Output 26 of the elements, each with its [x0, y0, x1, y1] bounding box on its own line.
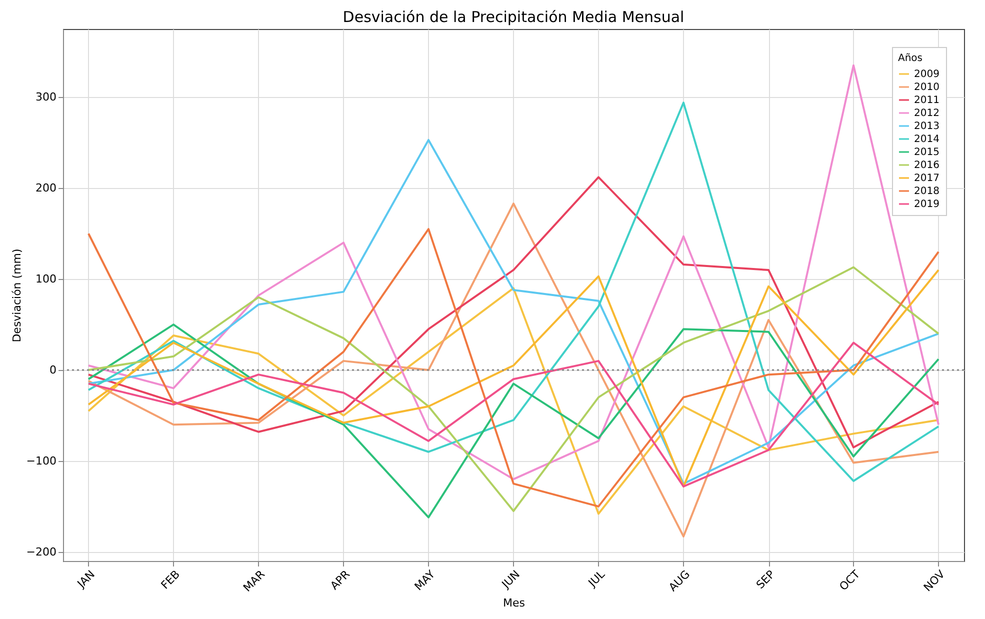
y-tick-label: −100: [26, 454, 56, 468]
line-series: [88, 342, 940, 488]
line-series: [88, 324, 940, 518]
legend-label: 2018: [914, 186, 940, 197]
chart-title: Desviación de la Precipitación Media Mensual: [342, 8, 684, 26]
legend-label: 2009: [914, 69, 940, 80]
y-tick-label: 200: [36, 182, 56, 195]
legend-label: 2013: [914, 121, 940, 132]
legend-label: 2012: [914, 108, 940, 119]
x-axis-title: Mes: [503, 596, 526, 610]
x-tick-label: SEP: [754, 568, 778, 592]
x-tick-label: JUL: [585, 567, 608, 590]
y-axis-title: Desviación (mm): [10, 248, 24, 342]
y-tick-label: 100: [36, 272, 56, 286]
legend-label: 2016: [914, 160, 940, 171]
legend-label: 2015: [914, 147, 940, 158]
legend-label: 2017: [914, 173, 940, 184]
y-tick-label: 0: [50, 364, 56, 377]
y-tick-label: 300: [36, 90, 56, 104]
legend-label: 2011: [914, 95, 940, 106]
x-tick-label: FEB: [158, 568, 182, 592]
legend-label: 2019: [914, 199, 940, 210]
y-tick-label: −200: [26, 545, 56, 558]
legend-label: 2014: [914, 134, 940, 145]
legend-label: 2010: [914, 82, 940, 93]
legend-title: Años: [898, 53, 923, 64]
